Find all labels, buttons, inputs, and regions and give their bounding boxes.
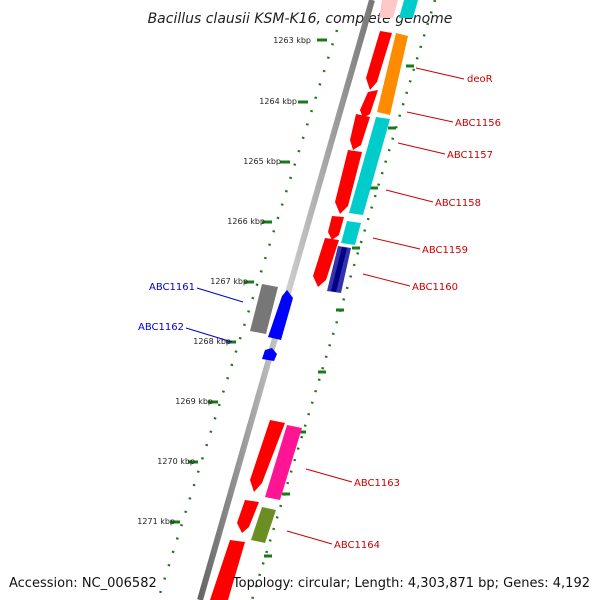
inner-tick-ring	[250, 0, 437, 600]
gene-arrow	[250, 420, 285, 492]
gene-arrow	[360, 90, 378, 118]
gene-ABC1160-core	[331, 247, 347, 292]
tick-label: 1263 kbp	[273, 36, 311, 45]
tick-label: 1267 kbp	[210, 277, 248, 286]
gene-label-ABC1162[interactable]: ABC1162	[138, 322, 184, 333]
gene-arrow	[237, 500, 259, 533]
gene-label-ABC1156[interactable]: ABC1156	[455, 118, 501, 129]
gene-arrow	[366, 31, 392, 90]
gene-labels: deoR ABC1156 ABC1157 ABC1158 ABC1159 ABC…	[138, 74, 501, 551]
gene-label-ABC1163[interactable]: ABC1163	[354, 478, 400, 489]
gene-arrow	[335, 150, 362, 214]
gene-label-deoR[interactable]: deoR	[467, 74, 493, 85]
gene-ABC1162	[262, 348, 277, 361]
forward-genes	[210, 31, 392, 600]
gene-label-ABC1161[interactable]: ABC1161	[149, 282, 195, 293]
gene-partial-top-cyan	[399, 0, 418, 18]
gene-ABC1163	[265, 425, 302, 500]
tick-label: 1271 kbp	[137, 517, 175, 526]
gene-partial-top	[379, 0, 398, 18]
gene-arrow	[350, 114, 370, 150]
accession-text: Accession: NC_006582	[9, 576, 157, 591]
tick-label: 1270 kbp	[157, 457, 195, 466]
gene-ABC1164	[251, 507, 276, 543]
gene-arrow	[210, 540, 245, 600]
label-leaders	[185, 67, 465, 545]
gene-ABC1161	[268, 290, 293, 340]
tick-label: 1264 kbp	[259, 97, 297, 106]
tick-label: 1268 kbp	[193, 337, 231, 346]
gene-label-ABC1160[interactable]: ABC1160	[412, 282, 458, 293]
gene-ABC1159	[341, 221, 361, 245]
gene-ABC1161-gray	[250, 284, 278, 334]
gene-label-ABC1157[interactable]: ABC1157	[447, 150, 493, 161]
tick-label: 1269 kbp	[175, 397, 213, 406]
gene-label-ABC1158[interactable]: ABC1158	[435, 198, 481, 209]
tick-labels: 1263 kbp 1264 kbp 1265 kbp 1266 kbp 1267…	[137, 36, 311, 526]
gene-arrow	[313, 238, 339, 287]
major-tick-marks	[170, 38, 327, 524]
tick-label: 1265 kbp	[243, 157, 281, 166]
gene-ABC1156-1157	[349, 117, 390, 215]
topology-text: Topology: circular; Length: 4,303,871 bp…	[232, 576, 590, 591]
tick-label: 1266 kbp	[227, 217, 265, 226]
gene-label-ABC1164[interactable]: ABC1164	[334, 540, 380, 551]
gene-arrow	[328, 216, 344, 240]
map-title: Bacillus clausii KSM-K16, complete genom…	[148, 11, 453, 27]
gene-label-ABC1159[interactable]: ABC1159	[422, 245, 468, 256]
gene-deoR	[377, 33, 408, 115]
outer-tick-ring	[156, 29, 339, 600]
